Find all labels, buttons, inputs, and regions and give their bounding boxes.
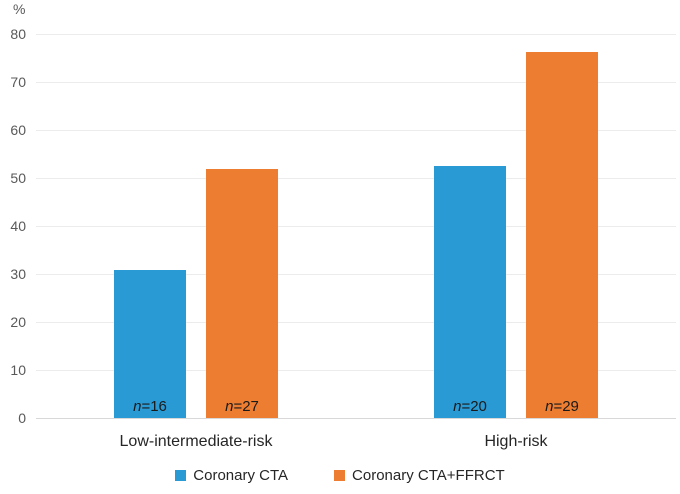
legend: Coronary CTA Coronary CTA+FFRCT (0, 467, 680, 484)
bar-count-label: n=27 (225, 398, 259, 415)
y-axis-unit-label: % (13, 1, 26, 17)
bar-count-label: n=16 (133, 398, 167, 415)
y-axis-tick-label: 40 (10, 218, 26, 234)
bar-coronary-cta-ffrct-low-intermediate-risk: n=27 (206, 169, 278, 418)
y-axis-tick-label: 20 (10, 314, 26, 330)
y-axis-tick-label: 30 (10, 266, 26, 282)
gridline (36, 322, 676, 323)
y-axis-tick-label: 10 (10, 362, 26, 378)
gridline (36, 130, 676, 131)
legend-label: Coronary CTA (193, 467, 289, 484)
gridline (36, 178, 676, 179)
x-axis-line (36, 418, 676, 419)
gridline (36, 370, 676, 371)
legend-item: Coronary CTA (175, 467, 288, 484)
gridline (36, 226, 676, 227)
y-axis-tick-label: 80 (10, 26, 26, 42)
legend-item: Coronary CTA+FFRCT (334, 467, 505, 484)
category-label: Low-intermediate-risk (119, 433, 273, 450)
y-axis-tick-label: 60 (10, 122, 26, 138)
y-axis-tick-label: 70 (10, 74, 26, 90)
category-label: High-risk (484, 433, 548, 450)
legend-swatch-icon (175, 470, 187, 481)
bar-coronary-cta-high-risk: n=20 (434, 166, 506, 418)
gridline (36, 34, 676, 35)
y-axis-tick-label: 50 (10, 170, 26, 186)
bar-count-label: n=20 (453, 398, 487, 415)
legend-label: Coronary CTA+FFRCT (352, 467, 505, 484)
y-axis-tick-label: 0 (18, 410, 26, 426)
bar-coronary-cta-ffrct-high-risk: n=29 (526, 52, 598, 418)
plot-area: n=16 n=27 n=20 n=29 (36, 34, 676, 419)
bar-count-label: n=29 (545, 398, 579, 415)
gridline (36, 274, 676, 275)
gridline (36, 82, 676, 83)
legend-swatch-icon (334, 470, 346, 481)
x-axis-category-labels: Low-intermediate-risk High-risk (36, 433, 676, 451)
bar-coronary-cta-low-intermediate-risk: n=16 (114, 270, 186, 418)
